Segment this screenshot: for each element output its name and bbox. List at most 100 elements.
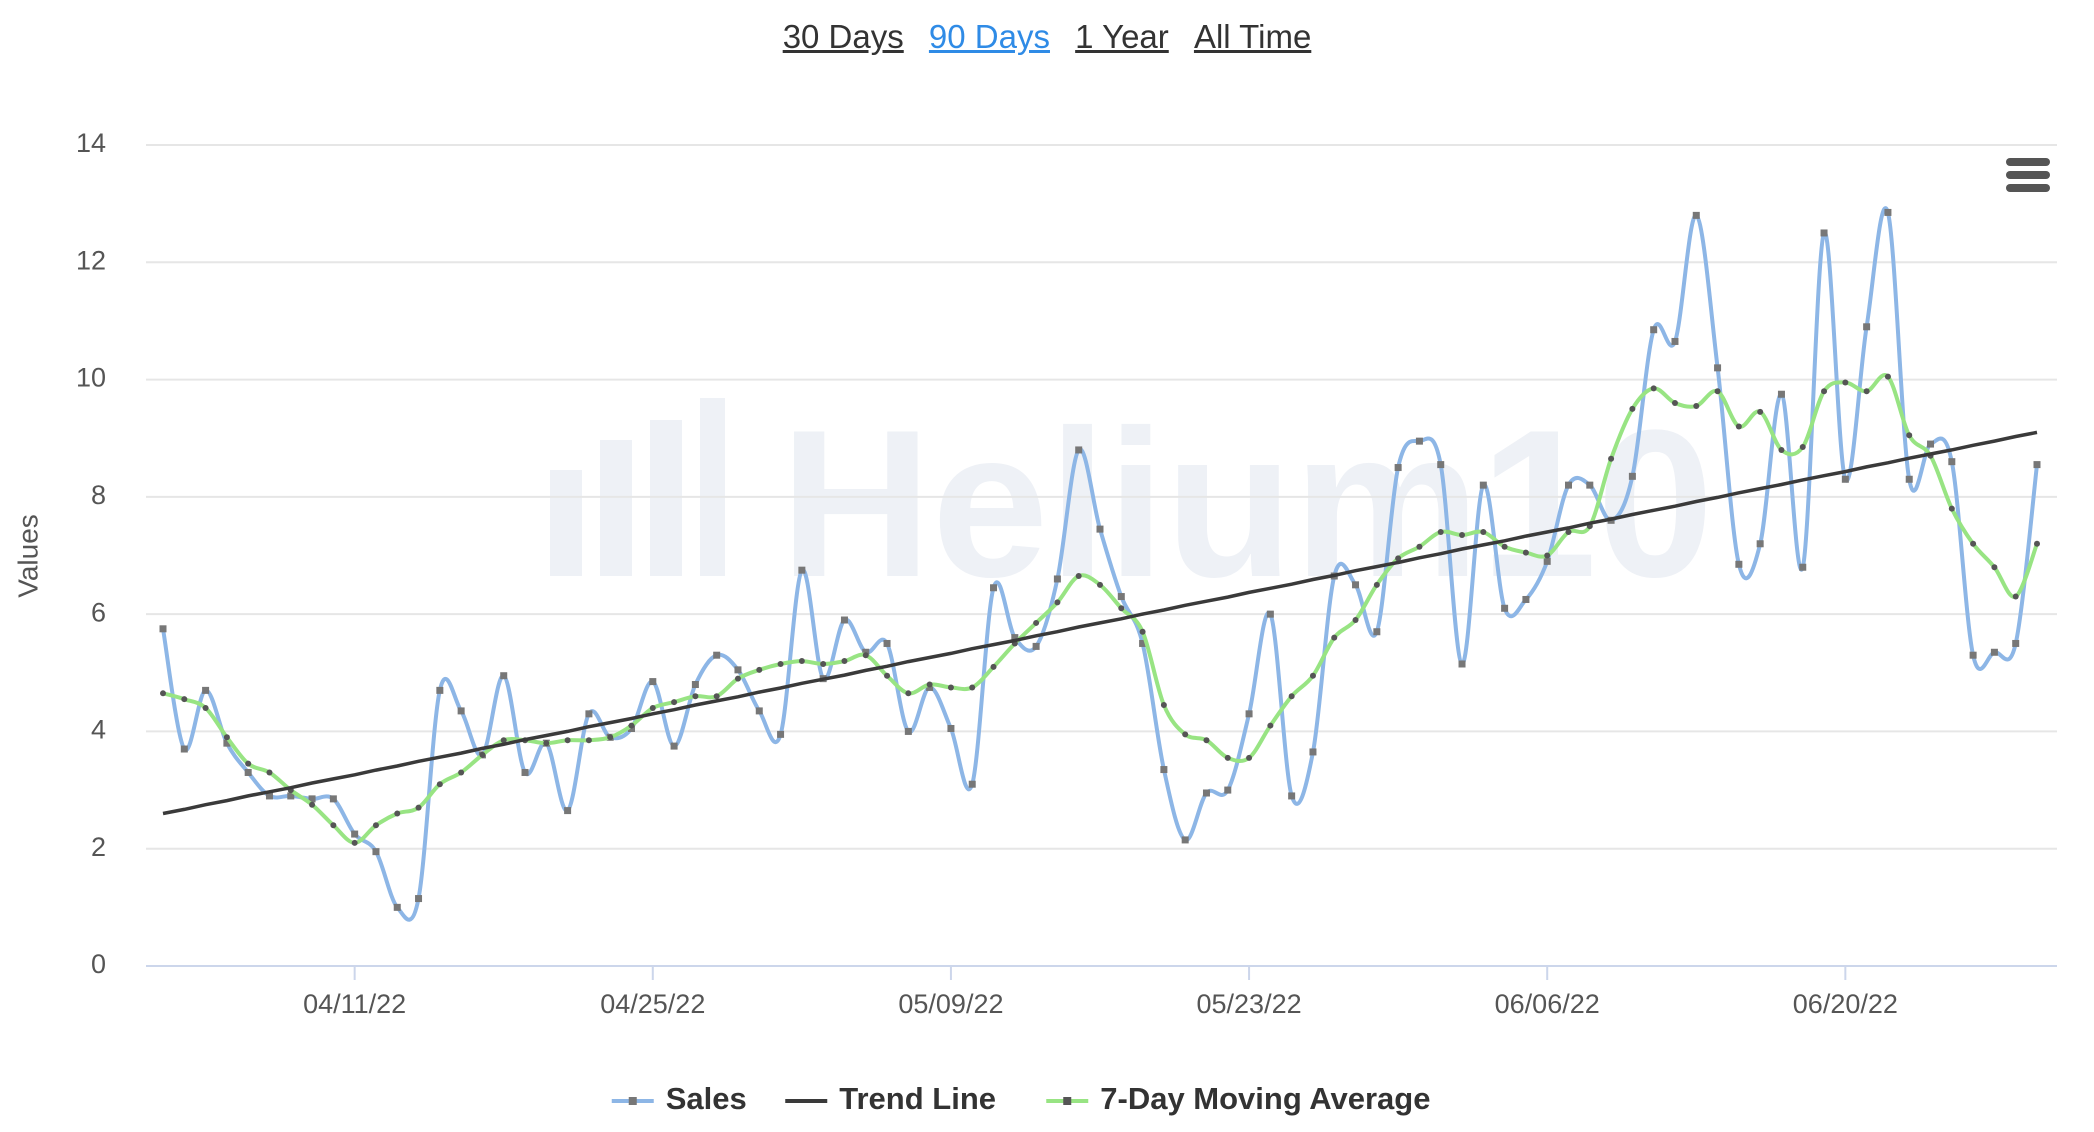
legend: Sales Trend Line 7-Day Moving Average	[611, 1081, 1430, 1116]
average-marker	[1480, 529, 1487, 536]
sales-marker	[1266, 610, 1274, 618]
sales-marker	[436, 686, 444, 694]
sales-marker	[585, 710, 593, 718]
sales-marker	[1948, 458, 1956, 466]
x-tick-label: 06/06/22	[1495, 989, 1600, 1019]
sales-marker	[990, 584, 998, 592]
average-marker	[202, 704, 209, 711]
sales-marker	[1437, 461, 1445, 469]
range-button[interactable]: 90 Days	[928, 18, 1050, 55]
legend-item[interactable]: Trend Line	[785, 1081, 996, 1116]
average-marker	[245, 760, 252, 767]
sales-marker	[1820, 229, 1828, 237]
average-marker	[1267, 722, 1274, 729]
sales-marker	[1415, 437, 1423, 445]
average-marker	[1224, 754, 1231, 761]
range-button[interactable]: 30 Days	[782, 18, 904, 55]
average-marker	[1799, 444, 1806, 451]
sales-marker	[1202, 789, 1210, 797]
legend-marker	[1063, 1097, 1072, 1105]
average-marker	[1118, 605, 1125, 612]
average-marker	[947, 684, 954, 691]
x-tick-label: 04/11/22	[303, 989, 406, 1019]
average-marker	[926, 681, 933, 688]
sales-marker	[1884, 208, 1892, 216]
watermark: Helium10	[780, 386, 1714, 621]
range-button[interactable]: 1 Year	[1075, 18, 1169, 55]
average-marker	[713, 693, 720, 700]
y-tick-label: 6	[91, 597, 106, 627]
sales-marker	[308, 795, 316, 803]
sales-marker	[2012, 639, 2020, 647]
watermark-logo	[550, 398, 725, 576]
legend-item[interactable]: Sales	[611, 1081, 747, 1116]
average-marker	[1693, 402, 1700, 409]
average-marker	[905, 690, 912, 697]
menu-button[interactable]	[2006, 158, 2050, 192]
average-marker	[1863, 388, 1870, 395]
average-marker	[351, 839, 358, 846]
average-marker	[1288, 693, 1295, 700]
sales-marker	[265, 792, 273, 800]
x-tick-label: 05/09/22	[898, 989, 1003, 1019]
average-marker	[2012, 593, 2019, 600]
average-marker	[1033, 619, 1040, 626]
range-button[interactable]: All Time	[1193, 18, 1312, 55]
average-marker	[1075, 573, 1082, 580]
average-marker	[181, 696, 188, 703]
average-marker	[1246, 754, 1253, 761]
sales-marker	[1756, 540, 1764, 548]
sales-marker	[670, 742, 678, 750]
average-marker	[1629, 405, 1636, 412]
average-marker	[990, 663, 997, 670]
average-marker	[1884, 373, 1891, 380]
sales-marker	[351, 830, 359, 838]
y-tick-label: 10	[76, 363, 106, 393]
y-tick-label: 8	[91, 480, 106, 510]
sales-marker	[883, 639, 891, 647]
sales-marker	[734, 666, 742, 674]
average-marker	[671, 699, 678, 706]
sales-marker	[649, 678, 657, 686]
average-marker	[1991, 564, 1998, 571]
sales-marker	[1841, 475, 1849, 483]
average-marker	[1203, 737, 1210, 744]
average-marker	[1160, 702, 1167, 709]
average-marker	[479, 751, 486, 758]
average-marker	[777, 660, 784, 667]
sales-marker	[1245, 710, 1253, 718]
series-line	[162, 430, 2038, 816]
sales-marker	[1096, 525, 1104, 533]
sales-marker	[1714, 364, 1722, 372]
sales-marker	[1032, 642, 1040, 650]
average-marker	[884, 672, 891, 679]
average-marker	[1352, 617, 1359, 624]
sales-marker	[1650, 326, 1658, 334]
average-marker	[1437, 529, 1444, 536]
sales-marker	[1565, 481, 1572, 489]
sales-marker	[372, 848, 380, 856]
y-tick-label: 4	[91, 715, 106, 745]
average-marker	[1948, 505, 1955, 512]
sales-marker	[1160, 766, 1168, 774]
sales-marker	[777, 730, 785, 738]
average-marker	[309, 801, 316, 808]
average-marker	[2034, 540, 2040, 547]
average-marker	[756, 666, 763, 673]
sales-marker	[798, 566, 806, 574]
sales-marker	[1373, 628, 1381, 636]
average-marker	[1778, 446, 1785, 453]
average-marker	[1714, 388, 1721, 395]
average-marker	[1182, 731, 1189, 738]
average-marker	[692, 693, 699, 700]
average-marker	[1459, 531, 1466, 538]
sales-marker	[1053, 575, 1061, 583]
average-marker	[1544, 552, 1551, 559]
sales-marker	[1309, 748, 1317, 756]
legend-item[interactable]: 7-Day Moving Average	[1046, 1081, 1430, 1116]
average-marker	[543, 740, 550, 747]
average-marker	[223, 734, 230, 741]
average-marker	[1097, 581, 1103, 588]
x-tick-label: 06/20/22	[1793, 989, 1898, 1019]
average-marker	[1650, 385, 1657, 392]
